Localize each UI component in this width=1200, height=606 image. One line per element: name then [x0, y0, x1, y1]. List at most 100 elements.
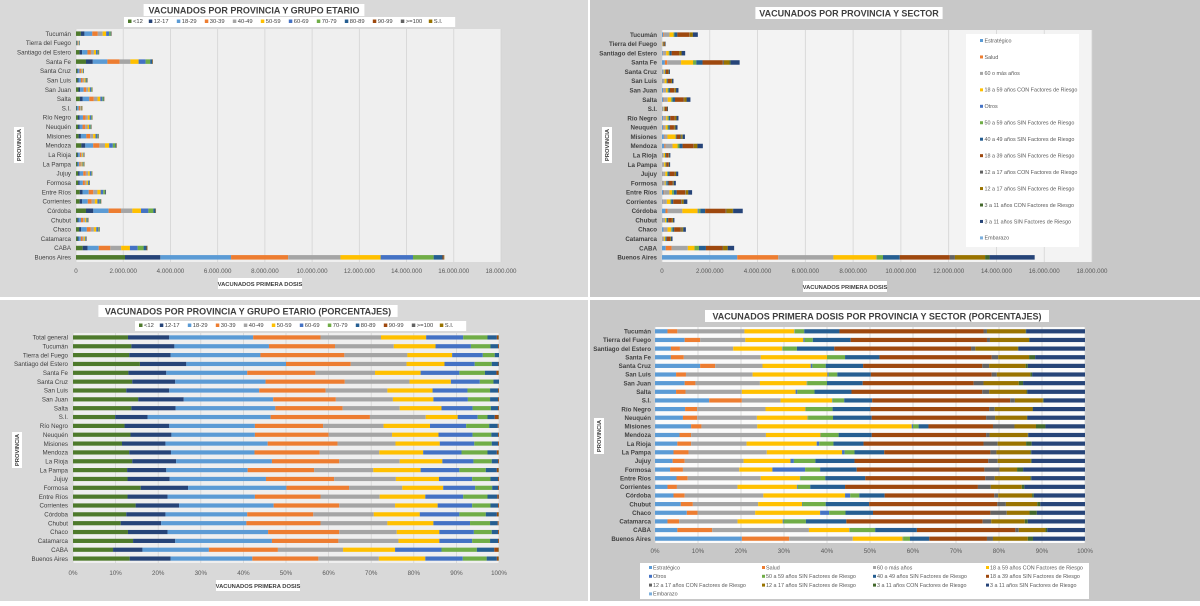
bar-segment: [665, 79, 667, 84]
bar-segment: [184, 397, 273, 401]
category-label: San Juan: [42, 397, 69, 404]
bar-segment: [138, 246, 144, 251]
bar-segment: [491, 433, 498, 437]
bar-segment: [662, 70, 663, 75]
bar-segment: [693, 32, 698, 37]
bar-segment: [670, 88, 674, 93]
bar-segment: [344, 353, 407, 357]
bar-segment: [687, 97, 691, 102]
category-label: La Rioja: [633, 152, 658, 159]
bar-segment: [492, 441, 498, 445]
bar-segment: [407, 353, 452, 357]
bar-segment: [672, 51, 679, 56]
bar-segment: [73, 380, 132, 384]
bar-segment: [171, 556, 253, 560]
bar-segment: [345, 380, 410, 384]
bar-segment: [80, 199, 83, 204]
bar-segment: [666, 162, 667, 167]
bar-segment: [739, 467, 772, 471]
bar-segment: [674, 32, 675, 37]
bar-segment: [95, 199, 98, 204]
bar-segment: [667, 329, 677, 333]
bar-segment: [90, 125, 91, 130]
bar-segment: [86, 78, 87, 83]
legend-item: Embarazo: [985, 236, 1010, 242]
category-label: CABA: [54, 245, 72, 252]
legend-item: 40-49: [238, 19, 253, 25]
bar-segment: [691, 424, 701, 428]
bar-segment: [885, 493, 995, 497]
bar-segment: [78, 181, 80, 186]
bar-segment: [655, 442, 677, 446]
bar-segment: [744, 329, 794, 333]
bar-segment: [1018, 347, 1085, 351]
category-label: Jujuy: [54, 476, 69, 483]
bar-segment: [671, 355, 684, 359]
bar-segment: [666, 153, 668, 158]
bar-segment: [674, 181, 676, 186]
bar-segment: [984, 442, 998, 446]
bar-segment: [917, 528, 1015, 532]
category-label: Santa Cruz: [37, 379, 68, 386]
bar-segment: [77, 78, 78, 83]
bar-segment: [1028, 364, 1085, 368]
bar-segment: [452, 353, 483, 357]
bar-segment: [487, 335, 496, 339]
bar-segment: [667, 237, 670, 242]
bar-segment: [694, 144, 698, 149]
bar-segment: [80, 50, 82, 55]
bar-segment: [81, 227, 87, 232]
bar-segment: [677, 442, 691, 446]
bar-segment: [73, 397, 138, 401]
bar-segment: [387, 388, 432, 392]
bar-segment: [1023, 381, 1085, 385]
bar-segment: [655, 476, 677, 480]
bar-segment: [664, 190, 665, 195]
bar-segment: [672, 246, 688, 251]
bar-segment: [872, 398, 1010, 402]
bar-segment: [663, 125, 664, 130]
bar-segment: [165, 441, 267, 445]
bar-segment: [318, 556, 378, 560]
bar-segment: [987, 338, 990, 342]
bar-segment: [255, 424, 323, 428]
bar-segment: [992, 355, 998, 359]
bar-segment: [89, 97, 93, 102]
bar-segment: [763, 364, 811, 368]
bar-segment: [86, 59, 93, 64]
bar-segment: [761, 476, 800, 480]
bar-segment: [673, 493, 684, 497]
bar-segment: [662, 51, 663, 56]
legend-item: >=100: [406, 19, 422, 25]
bar-segment: [1030, 511, 1037, 515]
bar-segment: [381, 255, 413, 260]
bar-segment: [696, 60, 702, 64]
bar-segment: [845, 511, 873, 515]
bar-segment: [1034, 493, 1085, 497]
bar-segment: [459, 371, 485, 375]
bar-segment: [997, 502, 1006, 506]
bar-segment: [1027, 416, 1085, 420]
bar-segment: [690, 32, 693, 37]
chart-3: 0%10%20%30%40%50%60%70%80%90%100%Total g…: [0, 300, 588, 601]
bar-segment: [463, 495, 487, 499]
bar-segment: [248, 468, 314, 472]
bar-segment: [846, 519, 982, 523]
bar-segment: [668, 172, 669, 177]
bar-segment: [81, 153, 82, 158]
bar-segment: [343, 548, 395, 552]
bar-segment: [697, 407, 765, 411]
x-tick-label: 0: [74, 268, 78, 275]
bar-segment: [1032, 442, 1085, 446]
bar-segment: [655, 459, 673, 463]
bar-segment: [495, 353, 499, 357]
bar-segment: [253, 335, 320, 339]
bar-segment: [1027, 390, 1028, 394]
category-label: Misiones: [47, 133, 71, 140]
bar-segment: [147, 246, 148, 251]
category-label: CABA: [51, 547, 69, 554]
bar-segment: [833, 416, 872, 420]
bar-segment: [463, 335, 487, 339]
legend-item: S.I.: [434, 19, 443, 25]
bar-segment: [655, 381, 685, 385]
